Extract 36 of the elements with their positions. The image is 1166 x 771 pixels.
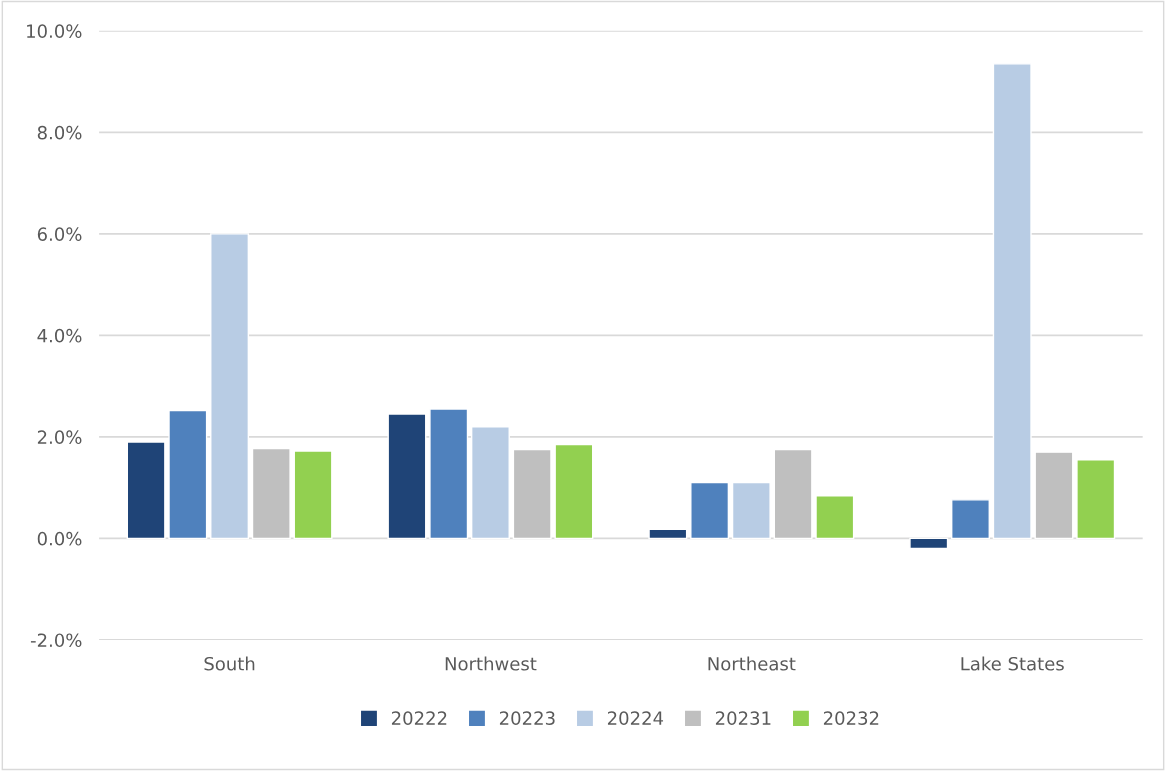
- y-tick-label: 4.0%: [37, 328, 82, 343]
- legend-label: 20224: [607, 711, 664, 725]
- bar: [168, 409, 208, 540]
- bar: [909, 537, 949, 550]
- y-tick-label: 2.0%: [37, 430, 82, 445]
- bar: [429, 408, 469, 540]
- bar: [251, 447, 291, 540]
- y-tick-label: 8.0%: [37, 125, 82, 140]
- y-tick-label: 6.0%: [37, 227, 82, 241]
- y-tick-label: 0.0%: [37, 531, 82, 546]
- legend-label: 20223: [499, 711, 555, 725]
- bar: [554, 443, 594, 540]
- x-tick-label: Northwest: [445, 656, 537, 671]
- y-tick-label: -2.0%: [30, 633, 82, 648]
- bar: [293, 450, 333, 540]
- x-tick-label: Northeast: [708, 656, 796, 671]
- x-tick-label: Lake States: [961, 656, 1064, 671]
- bar: [126, 441, 166, 540]
- bar: [470, 426, 510, 540]
- bar: [387, 413, 427, 540]
- bar: [648, 528, 688, 540]
- x-tick-label: South: [204, 656, 255, 671]
- bar: [992, 63, 1032, 540]
- legend-label: 20231: [715, 711, 771, 725]
- legend-label: 20222: [391, 711, 447, 725]
- bar: [951, 499, 990, 540]
- bar: [1076, 459, 1116, 540]
- bar: [731, 481, 771, 540]
- bar: [512, 448, 552, 540]
- bar: [815, 495, 855, 540]
- y-tick-label: 10.0%: [27, 24, 82, 38]
- legend-label: 20232: [823, 711, 879, 725]
- bar: [1034, 451, 1074, 540]
- bar: [210, 233, 250, 540]
- bar: [690, 481, 730, 540]
- bar: [773, 448, 813, 540]
